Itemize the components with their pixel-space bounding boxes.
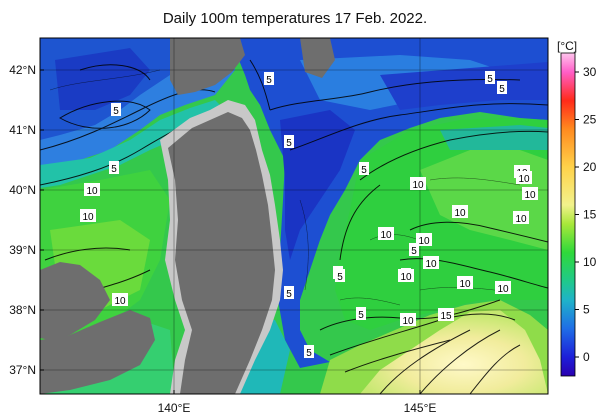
colorbar-tick-label: 20	[583, 160, 597, 174]
latitude-labels: 42°N 41°N 40°N 39°N 38°N 37°N	[9, 63, 36, 377]
contour-label: 10	[418, 236, 430, 247]
colorbar-bar	[560, 52, 576, 377]
contour-label-box	[84, 183, 100, 196]
contour-label: 5	[306, 348, 312, 359]
contour-label-box	[398, 269, 414, 282]
lon-label: 140°E	[158, 401, 191, 415]
axis-ticks	[40, 69, 421, 394]
colorbar-tick-label: 5	[583, 303, 590, 317]
lat-label: 39°N	[9, 243, 36, 257]
lat-label: 37°N	[9, 363, 36, 377]
lat-label: 41°N	[9, 123, 36, 137]
contour-label-box	[409, 243, 419, 256]
contour-label-box	[438, 308, 454, 321]
colorbar-unit: [°C]	[557, 39, 577, 53]
contour-label: 10	[114, 296, 126, 307]
contour-label: 15	[440, 311, 452, 322]
contour-label: 10	[454, 208, 466, 219]
lat-label: 38°N	[9, 303, 36, 317]
land-hokkaido	[170, 38, 245, 95]
contour-label: 10	[524, 190, 536, 201]
contour-label: 10	[412, 180, 424, 191]
contour-label-box	[356, 307, 366, 320]
contour-label: 10	[497, 284, 509, 295]
contour-label-box	[109, 161, 119, 174]
contour-label-box	[335, 269, 345, 282]
contour-label-box	[112, 293, 128, 306]
contour-label: 10	[459, 279, 471, 290]
contour-label-box	[378, 227, 394, 240]
contour-label-box	[416, 233, 432, 246]
map-frame	[39, 37, 549, 395]
contour-label: 5	[487, 74, 493, 85]
graticule	[40, 38, 548, 394]
contour-label-box	[513, 211, 529, 224]
contour-label-box	[80, 209, 96, 222]
lon-label: 145°E	[404, 401, 437, 415]
contour-label: 10	[402, 316, 414, 327]
contour-label-box	[423, 256, 439, 269]
colorbar-tick-label: 30	[583, 65, 597, 79]
contour-label-box	[264, 72, 274, 85]
contour-label-box	[284, 135, 294, 148]
contour-label-box	[497, 81, 507, 94]
contour-label: 5	[111, 164, 117, 175]
contour-label-box	[400, 313, 416, 326]
colorbar-tick-label: 10	[583, 255, 597, 269]
contour-label: 5	[411, 246, 417, 257]
sea-temperature-field	[40, 38, 548, 394]
contour-label: 10	[86, 186, 98, 197]
contour-label-box	[457, 276, 473, 289]
contour-label: 10	[82, 212, 94, 223]
contour-label: 5	[361, 165, 367, 176]
contour-label: 5	[337, 272, 343, 283]
contour-label: 5	[286, 138, 292, 149]
colorbar-tick-label: 25	[583, 113, 597, 127]
contour-label: 10	[518, 174, 530, 185]
contour-label-box	[495, 281, 511, 294]
contour-label-box	[111, 103, 121, 116]
land-honshu	[168, 112, 275, 394]
contour-label-box	[304, 345, 314, 358]
contour-label: 5	[499, 84, 505, 95]
contour-label: 10	[425, 259, 437, 270]
contour-label: 5	[266, 75, 272, 86]
contour-label: 5	[286, 289, 292, 300]
contour-label: 10	[515, 214, 527, 225]
contour-label-box	[516, 171, 532, 184]
colorbar: [°C] 30 25 20 15 10 5 0	[557, 39, 597, 377]
contour-label: 5	[113, 106, 119, 117]
contour-label-box	[522, 187, 538, 200]
colorbar-ticks: 30 25 20 15 10 5 0	[575, 65, 597, 364]
contour-label-box	[452, 205, 468, 218]
contour-label: 5	[358, 310, 364, 321]
contour-label: 10	[400, 272, 412, 283]
map-title: Daily 100m temperatures 17 Feb. 2022.	[162, 10, 428, 27]
contour-label-box	[485, 71, 495, 84]
colorbar-tick-label: 0	[583, 350, 590, 364]
contour-labels: 5555555555555510101010101010101010101010…	[80, 71, 538, 359]
contour-label: 10	[380, 230, 392, 241]
contour-label-box	[410, 177, 426, 190]
contour-label-box	[284, 286, 294, 299]
colorbar-tick-label: 15	[583, 208, 597, 222]
lat-label: 42°N	[9, 63, 36, 77]
longitude-labels: 140°E 145°E	[158, 401, 437, 415]
lat-label: 40°N	[9, 183, 36, 197]
contour-label-box	[359, 162, 369, 175]
